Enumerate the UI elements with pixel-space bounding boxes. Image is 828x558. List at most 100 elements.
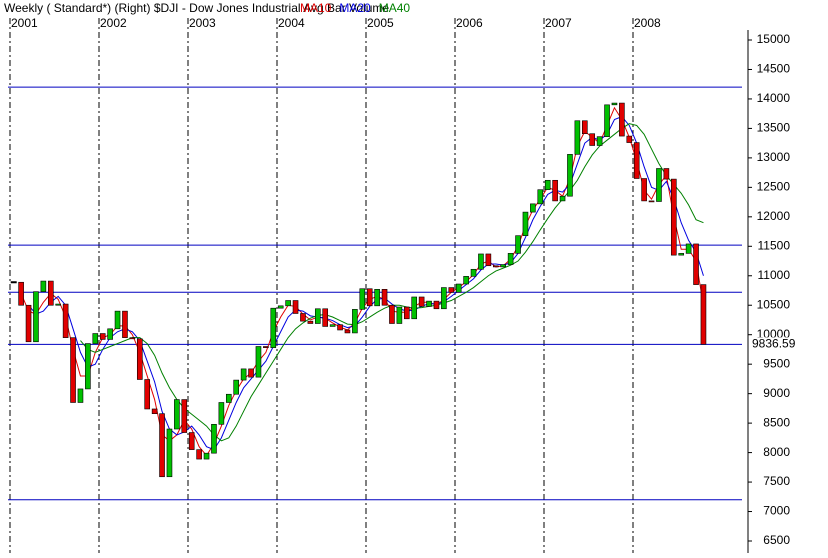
- candle: [70, 337, 76, 403]
- candle: [99, 333, 106, 340]
- candle: [396, 306, 403, 324]
- candle: [366, 288, 373, 307]
- candle: [47, 280, 54, 306]
- candle: [611, 102, 618, 106]
- candle: [589, 133, 596, 146]
- candle: [485, 253, 492, 267]
- candle: [136, 338, 143, 380]
- x-tick-label: 2003: [189, 16, 216, 30]
- candle: [62, 303, 69, 338]
- candle: [114, 310, 121, 330]
- candle: [567, 154, 573, 197]
- candle: [203, 452, 210, 460]
- candle: [670, 178, 677, 256]
- candle: [225, 393, 232, 403]
- candle: [322, 308, 329, 327]
- candle: [300, 313, 306, 322]
- candle: [188, 432, 195, 450]
- candle: [389, 304, 395, 324]
- candle: [426, 300, 432, 307]
- y-tick-label: 11500: [758, 238, 791, 252]
- price-label: 9836.59: [752, 337, 796, 351]
- candle: [693, 243, 699, 285]
- candle: [240, 368, 247, 381]
- x-tick-label: 2007: [545, 16, 572, 30]
- y-tick-label: 14000: [757, 91, 791, 105]
- x-tick-label: 2008: [634, 16, 661, 30]
- candle: [344, 329, 351, 334]
- candle: [626, 135, 633, 143]
- y-tick-label: 8000: [763, 445, 790, 459]
- candle: [418, 296, 425, 307]
- candle: [292, 300, 299, 314]
- candle: [129, 337, 136, 340]
- candle: [507, 253, 514, 265]
- candle: [233, 379, 240, 395]
- candle: [211, 423, 217, 454]
- candle: [441, 287, 447, 310]
- candle: [248, 368, 254, 378]
- candle: [77, 388, 84, 403]
- candle: [25, 304, 32, 343]
- x-tick-label: 2002: [100, 16, 127, 30]
- candle: [55, 303, 62, 306]
- candle: [537, 189, 544, 205]
- candle: [166, 428, 173, 478]
- candle: [403, 306, 410, 320]
- candle: [685, 243, 692, 254]
- candle: [337, 324, 343, 331]
- candle: [314, 308, 321, 324]
- candle: [500, 264, 507, 268]
- candle: [270, 307, 277, 348]
- candle: [151, 408, 158, 414]
- legend-entry: MA10: [300, 1, 332, 15]
- candle: [433, 300, 440, 310]
- candle: [663, 168, 670, 180]
- candle: [159, 413, 165, 478]
- candle: [619, 102, 625, 137]
- candle: [633, 142, 640, 179]
- candle: [144, 379, 151, 410]
- candle: [218, 402, 225, 425]
- x-tick-label: 2004: [278, 16, 305, 30]
- candle: [515, 235, 521, 254]
- candle: [107, 328, 113, 340]
- legend-entry: MA40: [379, 1, 411, 15]
- candle: [381, 289, 388, 306]
- candle: [263, 346, 269, 348]
- candle: [463, 276, 469, 285]
- candle: [648, 200, 655, 203]
- candle: [374, 289, 380, 307]
- y-tick-label: 10500: [757, 297, 791, 311]
- candle: [478, 253, 484, 270]
- candle: [641, 178, 647, 202]
- y-tick-label: 9500: [763, 356, 790, 370]
- candle: [122, 310, 128, 338]
- candle: [678, 253, 685, 256]
- candle: [181, 399, 188, 433]
- candle: [411, 296, 418, 320]
- x-tick-label: 2005: [367, 16, 394, 30]
- candle: [196, 449, 202, 460]
- y-tick-label: 12500: [757, 180, 791, 194]
- candle: [530, 203, 536, 213]
- candle: [92, 333, 99, 344]
- y-tick-label: 7500: [763, 474, 790, 488]
- chart-header: Weekly ( Standard*) (Right) $DJI - Dow J…: [4, 1, 389, 15]
- y-tick-label: 14500: [757, 62, 791, 76]
- candle: [40, 280, 47, 292]
- candle: [455, 283, 462, 293]
- candle: [656, 168, 662, 202]
- candle: [307, 320, 314, 324]
- x-tick-label: 2001: [11, 16, 38, 30]
- candle: [581, 120, 588, 135]
- candle: [277, 305, 284, 309]
- candle: [700, 284, 707, 345]
- y-tick-label: 12000: [757, 209, 791, 223]
- candle: [448, 287, 455, 293]
- y-tick-label: 13000: [757, 150, 791, 164]
- candle: [492, 265, 499, 268]
- y-tick-label: 8500: [763, 415, 790, 429]
